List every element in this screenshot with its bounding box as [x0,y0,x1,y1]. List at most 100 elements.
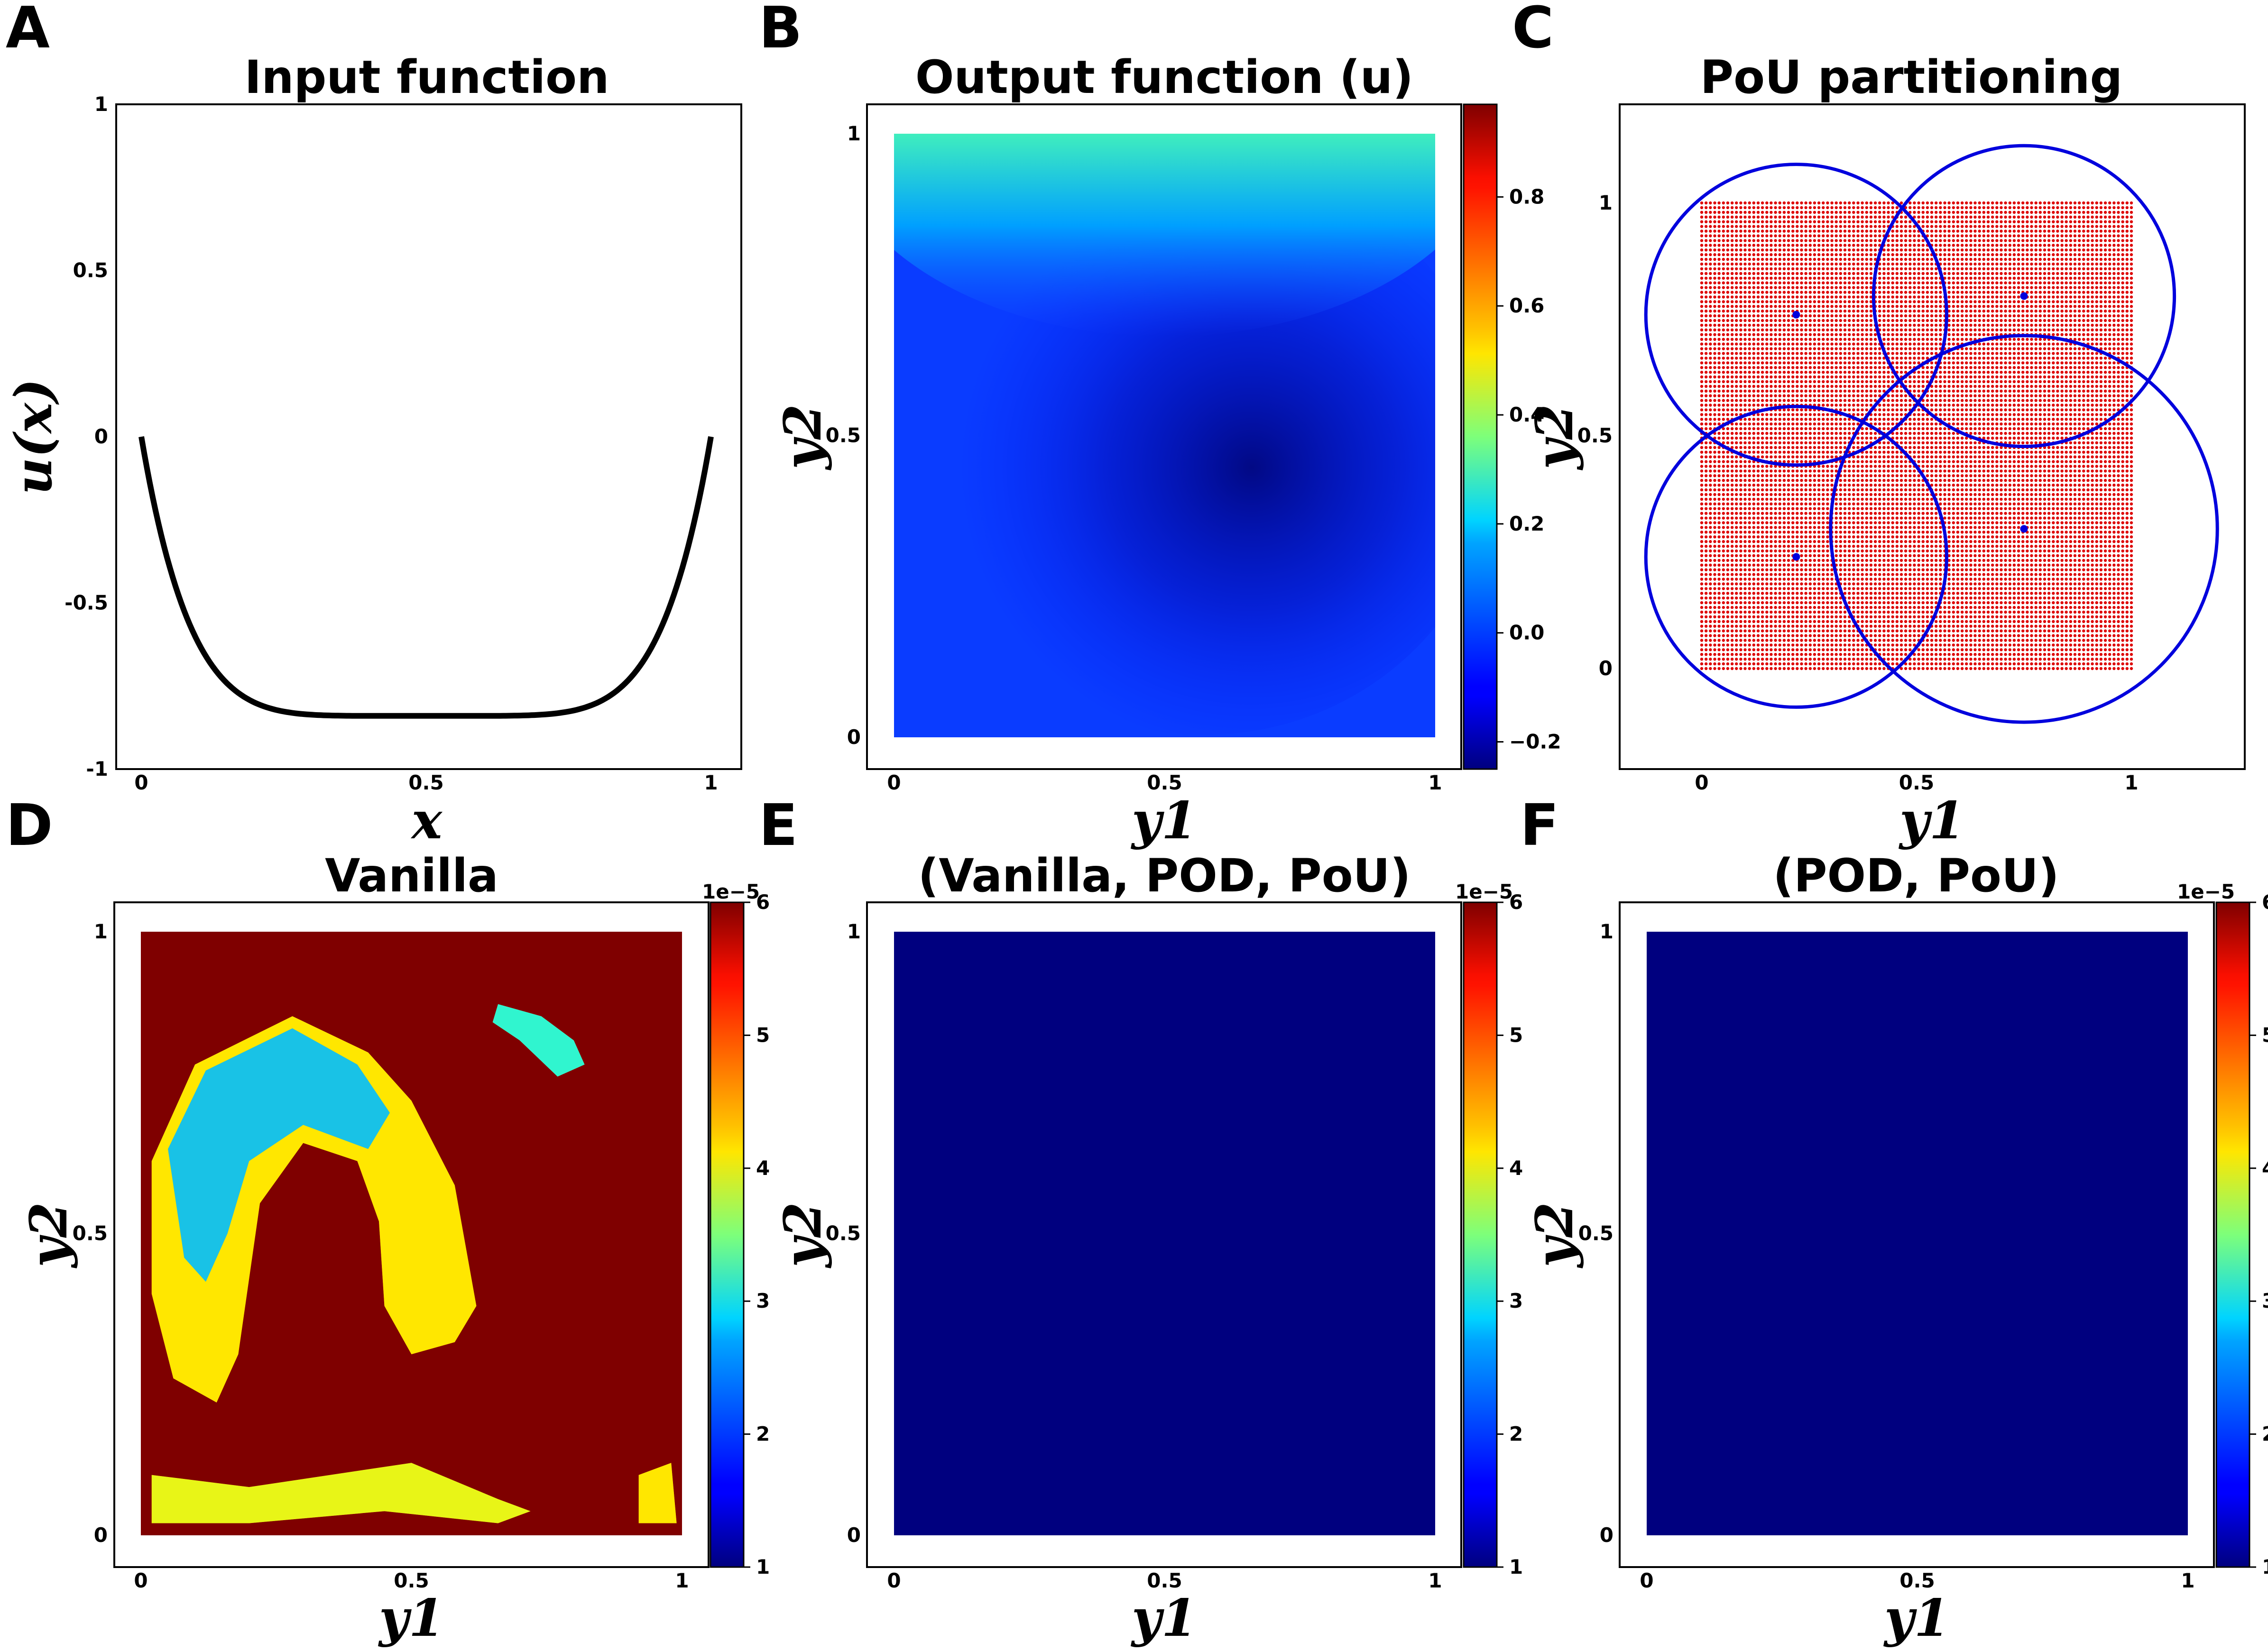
grid-point [1713,244,1716,247]
grid-point [1774,253,1777,257]
grid-point [1782,629,1786,633]
x-axis-label-b-main: y1 [1131,791,1197,851]
grid-point [1822,361,1825,365]
grid-point [1713,643,1716,647]
grid-point [1913,605,1916,609]
grid-point [1822,380,1825,384]
grid-point [1822,286,1825,289]
grid-point [1887,460,1890,463]
grid-point [1891,291,1894,294]
grid-point [1791,338,1795,341]
grid-point [1787,370,1790,374]
grid-point [1873,229,1877,233]
grid-point [1722,540,1725,543]
grid-point [1722,578,1725,581]
grid-point [1822,535,1825,539]
grid-point [1713,229,1716,233]
grid-point [1748,253,1751,257]
grid-point [1709,328,1712,331]
grid-point [1882,375,1886,379]
grid-point [1804,568,1807,571]
grid-point [1826,624,1829,628]
grid-point [1804,295,1807,299]
grid-point [1813,446,1816,449]
grid-point [1709,502,1712,506]
grid-point [1761,610,1764,614]
grid-point [1822,521,1825,524]
grid-point [1796,516,1799,520]
grid-point [1722,300,1725,303]
grid-point [1709,497,1712,501]
grid-point [1848,342,1851,346]
grid-point [1713,257,1716,261]
grid-point [1735,596,1738,600]
grid-point [1765,497,1769,501]
grid-point [1705,605,1708,609]
grid-point [1787,323,1790,327]
grid-point [1895,267,1899,271]
grid-point [1782,507,1786,510]
grid-point [1713,474,1716,477]
grid-point [1817,441,1821,445]
grid-point [1804,276,1807,280]
grid-point [1835,559,1838,562]
grid-point [1735,573,1738,576]
grid-point [1913,521,1916,524]
grid-point [1726,234,1730,238]
grid-point [1743,531,1747,534]
grid-point [1817,497,1821,501]
grid-point [1782,220,1786,223]
grid-point [1887,201,1890,205]
grid-point [1791,658,1795,661]
grid-point [1796,521,1799,524]
grid-point [1878,446,1881,449]
grid-point [1717,493,1721,496]
grid-point [1743,526,1747,529]
grid-point [1787,361,1790,365]
grid-point [1743,248,1747,252]
grid-point [1700,639,1704,642]
grid-point [1908,239,1912,242]
grid-point [1848,526,1851,529]
grid-point [1735,314,1738,318]
grid-point [1804,484,1807,487]
grid-point [1765,431,1769,435]
grid-point [1765,653,1769,656]
grid-point [1839,248,1842,252]
colorbar-tick-label: 0.2 [1509,512,1544,535]
grid-point [1856,643,1860,647]
grid-point [1869,220,1873,223]
grid-point [1787,667,1790,670]
grid-point [1743,276,1747,280]
grid-point [1804,323,1807,327]
grid-point [1843,201,1847,205]
grid-point [1743,211,1747,214]
grid-point [1822,215,1825,219]
grid-point [1800,582,1803,586]
grid-point [1717,323,1721,327]
grid-point [1796,460,1799,463]
grid-point [1839,479,1842,482]
grid-point [1705,465,1708,468]
grid-point [1804,286,1807,289]
grid-point [1813,596,1816,600]
grid-point [1873,370,1877,374]
grid-point [1774,206,1777,210]
grid-point [1813,531,1816,534]
grid-point [1882,497,1886,501]
grid-point [1843,488,1847,492]
grid-point [1709,667,1712,670]
grid-point [1748,648,1751,651]
grid-point [1835,526,1838,529]
grid-point [1904,342,1908,346]
grid-point [1800,333,1803,336]
grid-point [1882,582,1886,586]
grid-point [1700,512,1704,515]
grid-point [1752,605,1755,609]
grid-point [1774,361,1777,365]
grid-point [1717,578,1721,581]
grid-point [1830,201,1834,205]
grid-point [1791,342,1795,346]
grid-point [1813,507,1816,510]
grid-point [1878,347,1881,350]
